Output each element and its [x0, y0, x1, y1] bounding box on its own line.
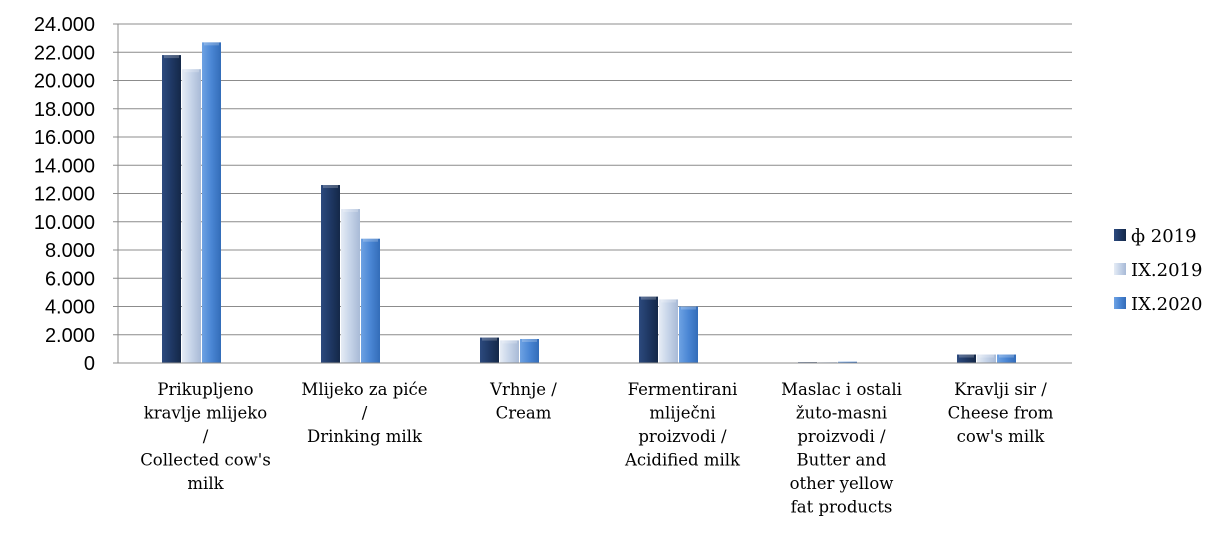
y-tick-label: 14.000: [34, 155, 95, 177]
y-tick-label: 20.000: [34, 71, 95, 93]
x-category-label-line: proizvodi /: [638, 427, 727, 446]
y-tick-label: 2.000: [45, 325, 95, 347]
x-axis-category-labels: Prikupljeno kravlje mlijeko / Collected cow…: [140, 380, 1054, 517]
x-category-label-line: cow's milk: [957, 427, 1046, 446]
bar-top-highlight: [363, 238, 378, 242]
legend-label-series-1: ф 2019: [1131, 226, 1197, 247]
legend-label-series-2: IX.2019: [1131, 260, 1202, 281]
bar-top-highlight: [323, 185, 338, 189]
x-category-label-line: fat products: [791, 498, 893, 517]
bar-6-series-1: [957, 354, 976, 363]
x-category-label-line: proizvodi /: [797, 427, 886, 446]
bar-top-highlight: [979, 354, 994, 358]
x-category-label-line: mliječni: [649, 404, 715, 423]
x-category-label-line: Cream: [496, 404, 552, 423]
gridlines: [118, 23, 1072, 336]
x-category-label-line: Mlijeko za piće: [301, 380, 427, 399]
y-tick-label: 18.000: [34, 99, 95, 121]
x-category-label-line: other yellow: [790, 474, 894, 493]
bar-1-series-2: [182, 69, 201, 363]
bar-top-highlight: [641, 296, 656, 300]
x-category-label-line: /: [203, 427, 209, 446]
bar-4-series-3: [679, 306, 698, 363]
y-tick-label: 22.000: [34, 42, 95, 64]
x-category-label-line: kravlje mlijeko: [144, 404, 268, 423]
bar-top-highlight: [482, 337, 497, 341]
y-tick-label: 12.000: [34, 184, 95, 206]
x-category-label-line: Cheese from: [948, 404, 1054, 423]
x-category-label-line: Drinking milk: [307, 427, 423, 446]
axes: [113, 23, 1072, 364]
y-tick-label: 0: [84, 353, 95, 375]
x-category-label-line: Collected cow's: [140, 451, 271, 470]
bar-top-highlight: [502, 340, 517, 344]
bar-2-series-3: [361, 238, 380, 363]
x-category-label-line: /: [362, 404, 368, 423]
x-category-label-line: žuto-masni: [796, 404, 887, 423]
bar-top-highlight: [164, 55, 179, 59]
x-category-label-line: Fermentirani: [628, 380, 738, 399]
x-category-label-line: Maslac i ostali: [781, 380, 902, 399]
bar-3-series-2: [500, 340, 519, 363]
y-tick-label: 10.000: [34, 212, 95, 234]
y-tick-label: 4.000: [45, 297, 95, 319]
x-category-label-line: Vrhnje /: [489, 380, 557, 399]
y-tick-label: 8.000: [45, 240, 95, 262]
legend-swatch-series-1: [1114, 229, 1126, 241]
y-tick-label: 6.000: [45, 268, 95, 290]
legend-label-series-3: IX.2020: [1131, 294, 1202, 315]
legend-swatch-series-3: [1114, 297, 1126, 309]
y-axis-tick-labels: 0 2.000 4.000 6.000 8.000 10.000 12.000 14.000 1…: [34, 14, 95, 375]
bar-1-series-3: [202, 42, 221, 364]
bar-top-highlight: [522, 338, 537, 342]
bar-top-highlight: [681, 306, 696, 310]
bars: [162, 42, 1016, 364]
bar-top-highlight: [204, 42, 219, 46]
bar-top-highlight: [661, 299, 676, 303]
y-tick-label: 24.000: [34, 14, 95, 36]
bar-4-series-2: [659, 299, 678, 363]
bar-6-series-3: [997, 354, 1016, 363]
x-category-label-line: Acidified milk: [624, 451, 741, 470]
x-category-label-line: Butter and: [797, 451, 887, 470]
legend-swatch-series-2: [1114, 263, 1126, 275]
x-category-label-line: Prikupljeno: [157, 380, 253, 399]
x-category-label-line: milk: [187, 474, 224, 493]
legend: ф 2019 IX.2019 IX.2020: [1114, 226, 1202, 315]
bar-3-series-1: [480, 337, 499, 363]
bar-5-series-3: [838, 361, 857, 363]
bar-1-series-1: [162, 55, 181, 363]
bar-3-series-3: [520, 338, 539, 363]
bar-4-series-1: [639, 296, 658, 363]
bar-6-series-2: [977, 354, 996, 363]
bar-top-highlight: [959, 354, 974, 358]
y-tick-label: 16.000: [34, 127, 95, 149]
bar-2-series-1: [321, 185, 340, 363]
bar-top-highlight: [999, 354, 1014, 358]
bar-2-series-2: [341, 209, 360, 363]
x-category-label-line: Kravlji sir /: [954, 380, 1047, 399]
bar-top-highlight: [343, 209, 358, 213]
bar-top-highlight: [184, 69, 199, 73]
